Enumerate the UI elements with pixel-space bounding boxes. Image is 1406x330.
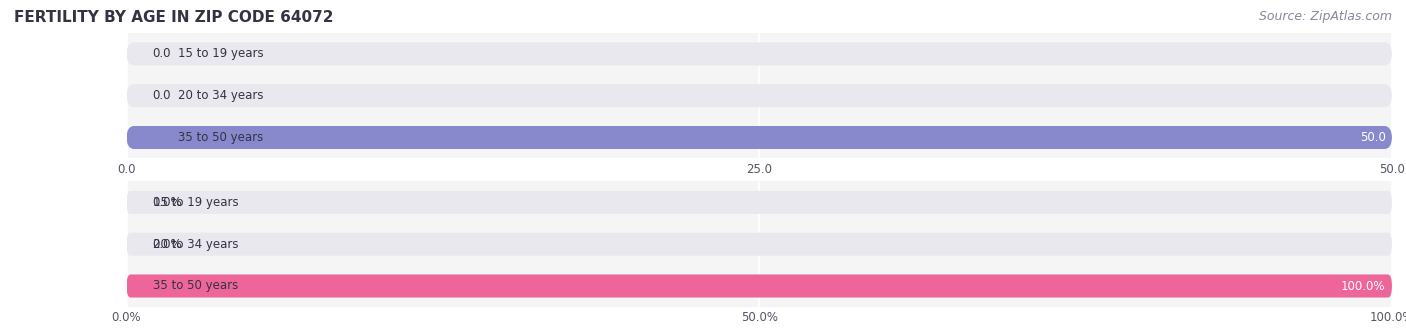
Text: 0.0: 0.0 (152, 89, 170, 102)
Text: FERTILITY BY AGE IN ZIP CODE 64072: FERTILITY BY AGE IN ZIP CODE 64072 (14, 10, 333, 25)
Text: 0.0%: 0.0% (152, 196, 181, 209)
Text: 15 to 19 years: 15 to 19 years (179, 48, 264, 60)
FancyBboxPatch shape (127, 233, 1392, 256)
FancyBboxPatch shape (127, 275, 1392, 298)
Text: 35 to 50 years: 35 to 50 years (153, 280, 239, 292)
Text: 15 to 19 years: 15 to 19 years (153, 196, 239, 209)
Text: 35 to 50 years: 35 to 50 years (179, 131, 264, 144)
FancyBboxPatch shape (127, 126, 1392, 149)
FancyBboxPatch shape (127, 42, 1392, 65)
FancyBboxPatch shape (127, 275, 1392, 298)
FancyBboxPatch shape (127, 126, 1392, 149)
Text: 100.0%: 100.0% (1341, 280, 1386, 292)
Text: 0.0: 0.0 (152, 48, 170, 60)
Text: 50.0: 50.0 (1360, 131, 1386, 144)
Text: Source: ZipAtlas.com: Source: ZipAtlas.com (1258, 10, 1392, 23)
Text: 20 to 34 years: 20 to 34 years (153, 238, 239, 251)
FancyBboxPatch shape (127, 191, 1392, 214)
Text: 20 to 34 years: 20 to 34 years (179, 89, 264, 102)
FancyBboxPatch shape (127, 84, 1392, 107)
Text: 0.0%: 0.0% (152, 238, 181, 251)
